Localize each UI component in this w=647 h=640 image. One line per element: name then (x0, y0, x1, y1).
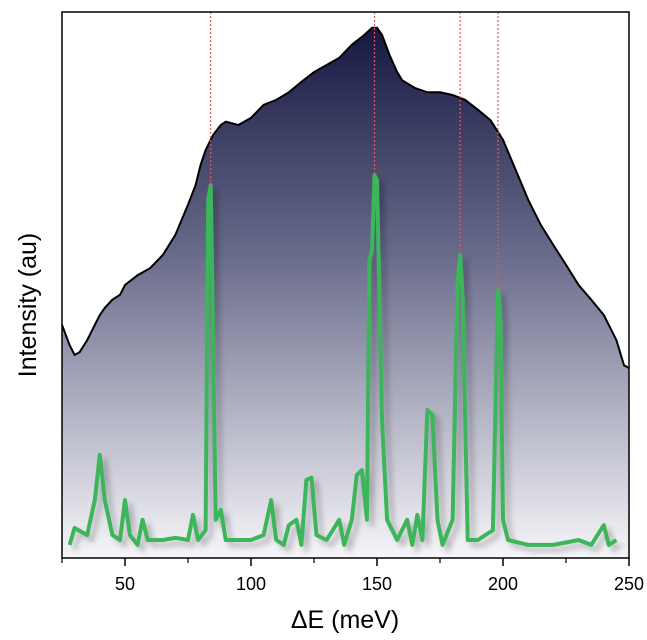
area (62, 27, 629, 559)
x-tick-label: 150 (362, 574, 392, 594)
y-axis-label: Intensity (au) (14, 233, 42, 378)
x-axis-label: ΔE (meV) (291, 606, 399, 634)
x-tick-label: 50 (115, 574, 135, 594)
x-tick-label: 200 (488, 574, 518, 594)
area-line (61, 26, 630, 369)
x-tick-label: 100 (236, 574, 266, 594)
spectrum-line (67, 173, 618, 547)
plot-frame (61, 11, 630, 559)
x-tick-label: 250 (614, 574, 644, 594)
